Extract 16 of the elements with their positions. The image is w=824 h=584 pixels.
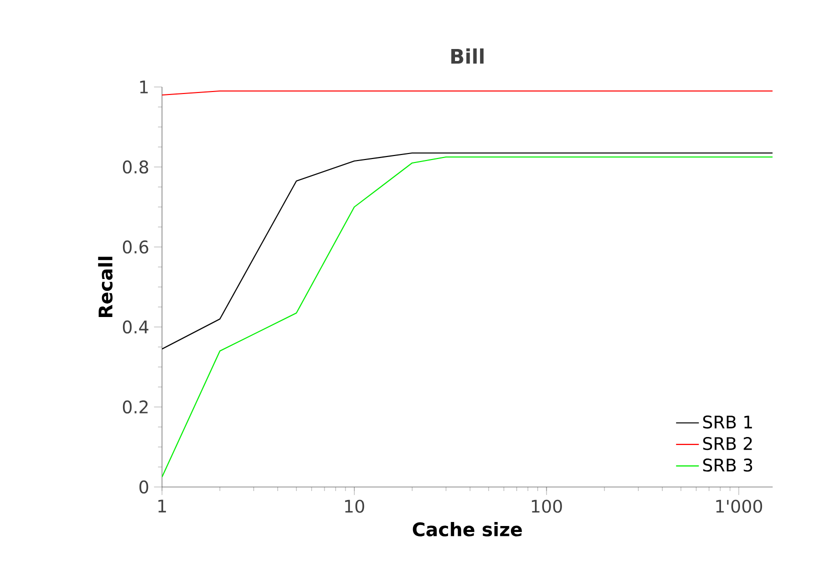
x-tick-label: 1'000 xyxy=(716,500,762,513)
y-tick-label: 0.2 xyxy=(122,400,148,414)
y-tick-label: 1 xyxy=(140,80,148,94)
y-tick-label: 0.6 xyxy=(122,240,148,254)
x-tick-label: 10 xyxy=(345,500,364,513)
legend-label: SRB 3 xyxy=(703,458,752,472)
chart-title: Bill xyxy=(451,48,484,64)
x-tick-label: 100 xyxy=(532,500,562,513)
legend-label: SRB 2 xyxy=(703,436,752,450)
x-axis-title: Cache size xyxy=(412,522,522,536)
y-axis-title: Recall xyxy=(98,256,113,318)
y-tick-label: 0 xyxy=(139,480,148,494)
y-tick-label: 0.8 xyxy=(122,160,148,174)
legend-label: SRB 1 xyxy=(703,415,752,429)
x-tick-label: 1 xyxy=(158,500,166,512)
y-tick-label: 0.4 xyxy=(122,320,148,334)
